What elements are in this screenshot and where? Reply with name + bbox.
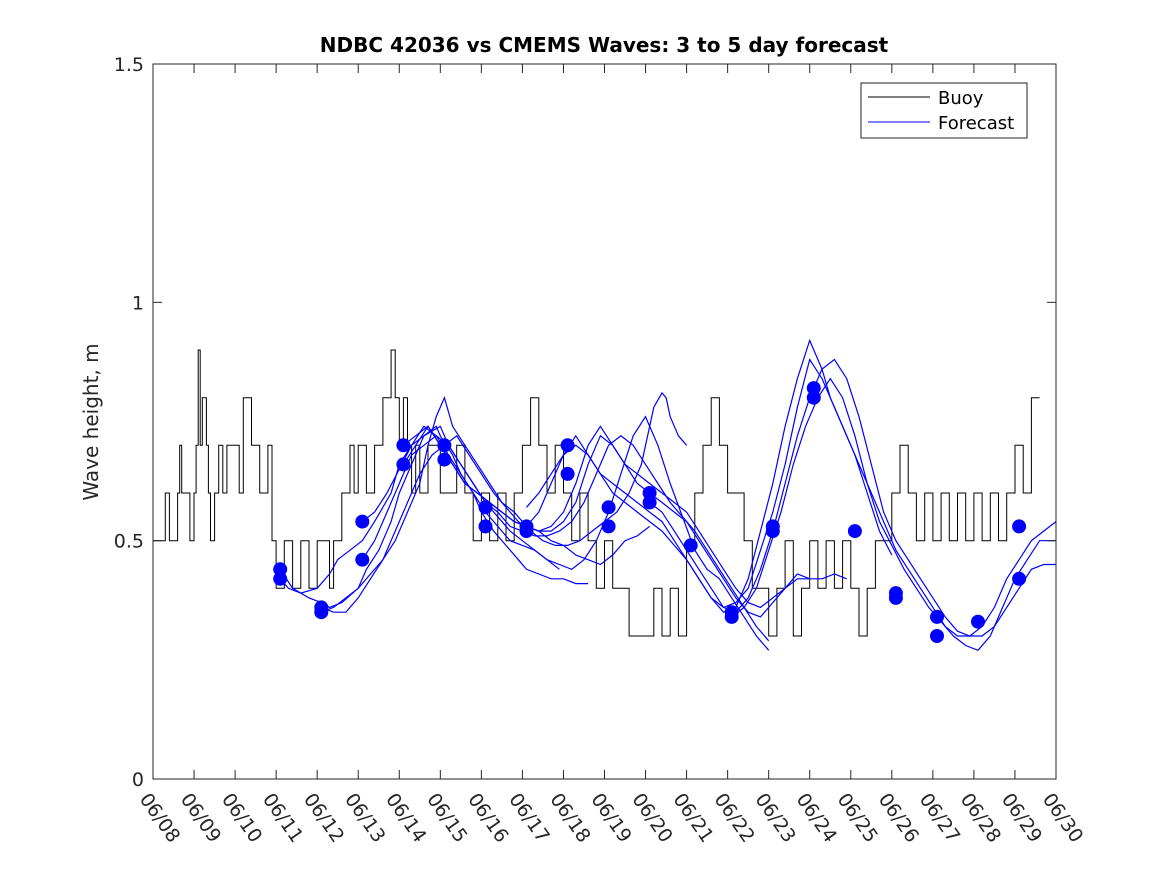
forecast-line-11 (649, 358, 1056, 637)
forecast-marker (355, 552, 370, 567)
forecast-marker (930, 629, 944, 643)
forecast-marker (560, 438, 575, 453)
forecast-marker (971, 614, 985, 629)
forecast-marker (437, 452, 452, 467)
forecast-marker (1012, 519, 1027, 534)
forecast-line-6 (361, 415, 770, 651)
forecast-marker (519, 524, 534, 539)
legend-forecast-label: Forecast (938, 113, 1014, 134)
forecast-marker (478, 500, 493, 515)
y-tick-label: 0.5 (114, 531, 144, 553)
y-tick-label: 1.5 (114, 54, 144, 76)
forecast-marker (683, 538, 698, 553)
forecast-marker (314, 605, 329, 620)
forecast-marker (396, 457, 411, 472)
forecast-line-1 (279, 425, 589, 594)
forecast-marker (601, 519, 616, 534)
forecast-marker (847, 524, 862, 539)
forecast-marker (642, 495, 657, 510)
y-axis-label: Wave height, m (79, 343, 103, 500)
forecast-marker (1012, 571, 1027, 586)
forecast-line-10 (526, 358, 1056, 637)
legend-box (860, 82, 1028, 139)
forecast-marker (765, 524, 780, 539)
y-tick-label: 1 (132, 292, 144, 314)
buoy-line (153, 349, 1040, 637)
series-layer (153, 338, 1056, 652)
forecast-marker (560, 466, 575, 481)
forecast-marker (478, 519, 493, 534)
forecast-marker (437, 438, 452, 453)
chart-title: NDBC 42036 vs CMEMS Waves: 3 to 5 day fo… (320, 33, 889, 57)
y-tick-label: 0 (132, 769, 144, 791)
forecast-marker (806, 390, 821, 405)
forecast-marker (355, 514, 370, 529)
forecast-marker (396, 438, 411, 453)
forecast-marker (273, 571, 288, 586)
legend: Buoy Forecast (860, 82, 1028, 139)
forecast-line-5 (361, 435, 770, 642)
forecast-marker (601, 500, 616, 515)
forecast-line-3 (321, 395, 650, 613)
forecast-marker (888, 590, 903, 605)
forecast-marker (930, 609, 944, 624)
forecast-line-8 (403, 425, 847, 609)
forecast-line-12 (731, 377, 1056, 652)
legend-buoy-label: Buoy (938, 88, 984, 109)
forecast-marker (724, 609, 739, 624)
